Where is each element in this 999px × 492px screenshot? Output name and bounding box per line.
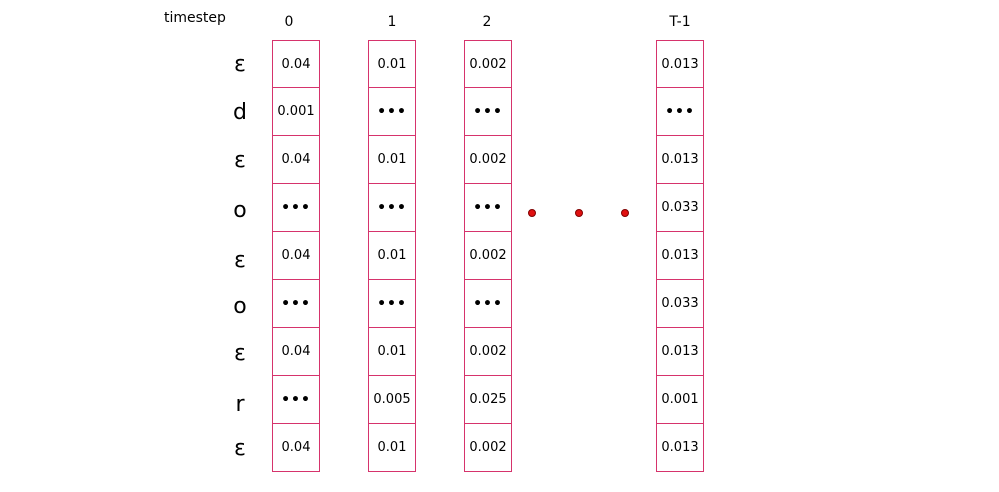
cell: 0.002 — [464, 328, 512, 376]
row-label: r — [235, 392, 245, 417]
cell: ••• — [272, 280, 320, 328]
cell: 0.025 — [464, 376, 512, 424]
cell: 0.01 — [368, 232, 416, 280]
cell: 0.002 — [464, 424, 512, 472]
row-label: ε — [234, 436, 246, 461]
column-0: 0.04 0.001 0.04 ••• 0.04 ••• 0.04 ••• 0.… — [272, 40, 320, 472]
cell: 0.04 — [272, 424, 320, 472]
cell: 0.005 — [368, 376, 416, 424]
cell: 0.013 — [656, 40, 704, 88]
row-label: ε — [234, 148, 246, 173]
cell: 0.001 — [272, 88, 320, 136]
column-2: 0.002 ••• 0.002 ••• 0.002 ••• 0.002 0.02… — [464, 40, 512, 472]
row-label: ε — [234, 52, 246, 77]
cell: ••• — [272, 376, 320, 424]
cell: 0.04 — [272, 232, 320, 280]
cell: 0.002 — [464, 136, 512, 184]
cell: ••• — [368, 88, 416, 136]
cell: 0.04 — [272, 40, 320, 88]
cell: 0.013 — [656, 328, 704, 376]
cell: 0.002 — [464, 40, 512, 88]
cell: ••• — [368, 184, 416, 232]
cell: 0.013 — [656, 136, 704, 184]
cell: ••• — [272, 184, 320, 232]
cell: 0.01 — [368, 328, 416, 376]
cell: ••• — [464, 184, 512, 232]
cell: 0.04 — [272, 136, 320, 184]
column-header-0: 0 — [284, 14, 294, 30]
ellipsis-dot — [528, 209, 536, 217]
cell: ••• — [464, 280, 512, 328]
column-1: 0.01 ••• 0.01 ••• 0.01 ••• 0.01 0.005 0.… — [368, 40, 416, 472]
ellipsis-dot — [575, 209, 583, 217]
cell: 0.01 — [368, 424, 416, 472]
column-header-2: 2 — [482, 14, 492, 30]
cell: 0.033 — [656, 184, 704, 232]
cell: 0.01 — [368, 40, 416, 88]
cell: 0.033 — [656, 280, 704, 328]
column-header-t-1: T-1 — [669, 14, 691, 30]
row-label: d — [233, 100, 247, 125]
column-t-1: 0.013 ••• 0.013 0.033 0.013 0.033 0.013 … — [656, 40, 704, 472]
cell: 0.001 — [656, 376, 704, 424]
column-header-1: 1 — [387, 14, 397, 30]
row-label: ε — [234, 341, 246, 366]
cell: 0.002 — [464, 232, 512, 280]
cell: ••• — [464, 88, 512, 136]
cell: ••• — [656, 88, 704, 136]
row-label: o — [233, 294, 247, 319]
cell: 0.013 — [656, 232, 704, 280]
cell: 0.01 — [368, 136, 416, 184]
cell: 0.013 — [656, 424, 704, 472]
cell: ••• — [368, 280, 416, 328]
timestep-label: timestep — [164, 10, 226, 26]
ellipsis-dot — [621, 209, 629, 217]
row-label: o — [233, 198, 247, 223]
row-label: ε — [234, 248, 246, 273]
cell: 0.04 — [272, 328, 320, 376]
